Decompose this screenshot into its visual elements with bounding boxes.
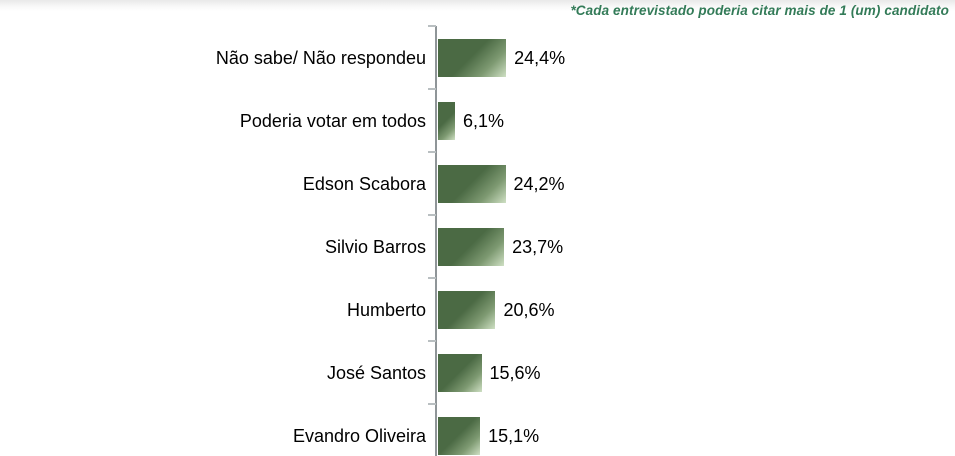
value-label: 6,1% (463, 111, 505, 131)
category-label: Poderia votar em todos (239, 111, 426, 131)
axis-tick (428, 403, 436, 405)
value-label: 15,1% (488, 426, 540, 446)
axis-tick (428, 340, 436, 342)
bar (438, 417, 481, 455)
page-top-edge (0, 0, 955, 11)
value-label: 15,6% (489, 363, 541, 383)
category-label: José Santos (326, 363, 426, 383)
y-axis-line (435, 26, 437, 456)
axis-tick (428, 25, 436, 27)
bar (438, 354, 482, 392)
bar (438, 165, 506, 203)
bar (438, 228, 505, 266)
axis-tick (428, 214, 436, 216)
value-label: 24,4% (514, 48, 566, 68)
bar (438, 102, 456, 140)
bar (438, 291, 496, 329)
category-label: Silvio Barros (324, 237, 426, 257)
value-label: 20,6% (503, 300, 555, 320)
category-label: Não sabe/ Não respondeu (215, 48, 426, 68)
category-label: Edson Scabora (302, 174, 426, 194)
axis-tick (428, 277, 436, 279)
axis-tick (428, 88, 436, 90)
category-label: Evandro Oliveira (292, 426, 426, 446)
axis-tick (428, 151, 436, 153)
value-label: 24,2% (513, 174, 565, 194)
category-label: Humberto (346, 300, 426, 320)
footnote: *Cada entrevistado poderia citar mais de… (570, 3, 949, 18)
value-label: 23,7% (512, 237, 564, 257)
bar (438, 39, 507, 77)
